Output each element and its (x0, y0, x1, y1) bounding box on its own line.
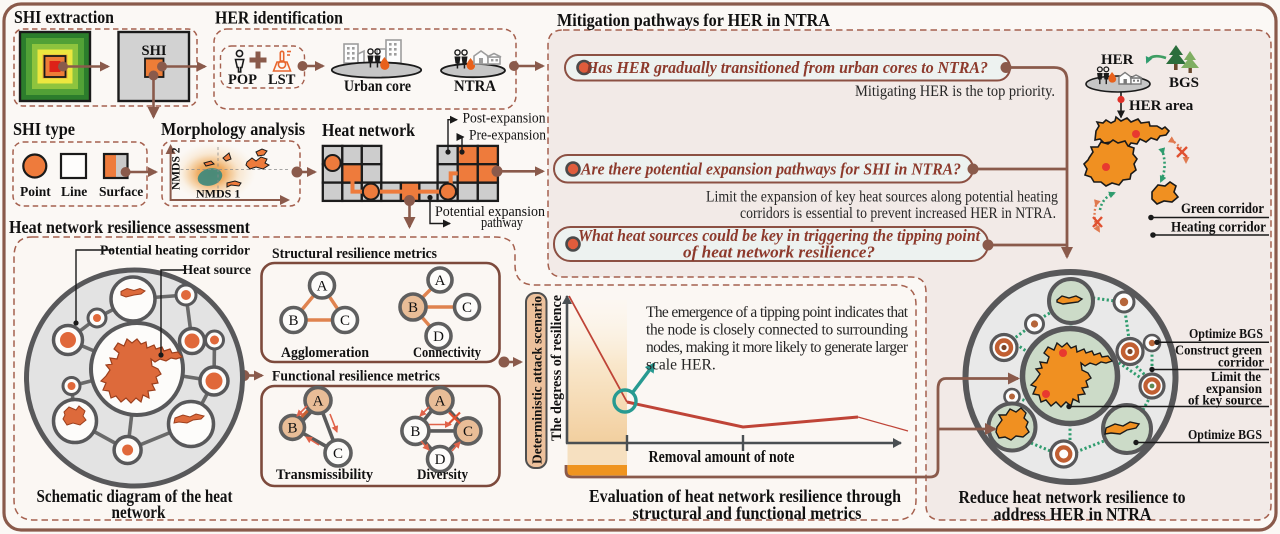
svg-text:NTRA: NTRA (454, 78, 496, 95)
svg-text:NMDS 1: NMDS 1 (196, 187, 240, 201)
svg-text:corridor: corridor (1218, 356, 1264, 371)
svg-text:A: A (313, 393, 324, 409)
svg-text:Functional resilience metrics: Functional resilience metrics (272, 369, 440, 385)
svg-text:What heat sources could be key: What heat sources could be key in trigge… (578, 226, 980, 245)
svg-text:B: B (410, 424, 420, 440)
svg-text:corridors is essential to prev: corridors is essential to prevent increa… (740, 205, 1056, 222)
svg-text:C: C (333, 446, 343, 462)
svg-text:Transmissibility: Transmissibility (276, 467, 374, 483)
svg-text:C: C (340, 313, 350, 329)
svg-text:Potential expansion: Potential expansion (435, 204, 545, 220)
svg-text:of key source: of key source (1188, 394, 1262, 409)
svg-text:SHI extraction: SHI extraction (14, 7, 114, 27)
svg-text:pathway: pathway (481, 215, 523, 231)
svg-text:Limit the: Limit the (1211, 370, 1261, 385)
svg-text:POP: POP (228, 72, 257, 88)
svg-text:Heat network: Heat network (322, 120, 415, 140)
svg-text:C: C (462, 300, 472, 316)
svg-text:HER identification: HER identification (215, 8, 343, 28)
svg-text:B: B (287, 420, 297, 436)
svg-text:B: B (408, 300, 418, 316)
svg-text:C: C (463, 424, 473, 440)
svg-text:of heat network resilience?: of heat network resilience? (683, 243, 875, 262)
svg-text:Diversity: Diversity (417, 467, 469, 483)
svg-text:Mitigation pathways for HER in: Mitigation pathways for HER in NTRA (557, 10, 830, 30)
svg-text:Has HER gradually transitioned: Has HER gradually transitioned from urba… (585, 58, 988, 77)
svg-text:scale HER.: scale HER. (646, 357, 716, 374)
svg-text:The degress of resilience: The degress of resilience (549, 294, 565, 441)
svg-text:SHI type: SHI type (13, 119, 75, 139)
svg-text:Point: Point (20, 184, 51, 199)
svg-text:Morphology analysis: Morphology analysis (161, 119, 305, 139)
svg-text:Deterministic attack scenario: Deterministic attack scenario (531, 296, 546, 464)
svg-text:the node is closely connected: the node is closely connected to surroun… (646, 322, 908, 339)
svg-text:Optimize BGS: Optimize BGS (1189, 327, 1263, 342)
svg-text:Heating corridor: Heating corridor (1171, 220, 1266, 236)
svg-text:LST: LST (268, 72, 296, 88)
svg-text:A: A (317, 279, 328, 295)
svg-text:NMDS 2: NMDS 2 (171, 147, 183, 190)
svg-text:Limit the expansion of key hea: Limit the expansion of key heat sources … (706, 189, 1058, 206)
svg-text:Line: Line (61, 184, 87, 199)
svg-text:Heat source: Heat source (183, 262, 251, 277)
svg-text:SHI: SHI (142, 43, 167, 59)
svg-text:Potential heating corridor: Potential heating corridor (100, 243, 250, 258)
svg-text:HER area: HER area (1129, 98, 1194, 114)
svg-text:Heat network resilience assess: Heat network resilience assessment (9, 217, 250, 237)
svg-text:HER: HER (1101, 52, 1134, 68)
svg-text:Construct green: Construct green (1175, 344, 1262, 359)
svg-text:B: B (288, 313, 298, 329)
svg-text:Reduce heat network resilience: Reduce heat network resilience to (959, 487, 1186, 507)
svg-text:nodes, making it more likely t: nodes, making it more likely to generate… (646, 339, 909, 356)
svg-text:Post-expansion: Post-expansion (463, 111, 546, 127)
svg-text:Agglomeration: Agglomeration (281, 345, 369, 361)
svg-text:Surface: Surface (99, 184, 143, 199)
svg-text:D: D (433, 329, 444, 345)
svg-text:network: network (112, 502, 166, 522)
svg-text:A: A (435, 393, 446, 409)
svg-text:Green corridor: Green corridor (1181, 201, 1264, 217)
svg-text:address HER in NTRA: address HER in NTRA (994, 504, 1152, 524)
svg-text:BGS: BGS (1169, 75, 1199, 91)
svg-text:Schematic diagram of the heat: Schematic diagram of the heat (37, 486, 233, 506)
svg-text:Connectivity: Connectivity (413, 345, 482, 361)
svg-text:Structural resilience metrics: Structural resilience metrics (272, 246, 437, 262)
svg-text:Optimize BGS: Optimize BGS (1188, 428, 1262, 443)
svg-text:Pre-expansion: Pre-expansion (469, 128, 546, 144)
svg-text:Evaluation of heat network res: Evaluation of heat network resilience th… (589, 486, 901, 506)
svg-text:Removal amount of note: Removal amount of note (649, 447, 795, 466)
svg-text:Are there potential expansion: Are there potential expansion pathways f… (580, 160, 961, 179)
svg-text:Mitigating HER is the top prio: Mitigating HER is the top priority. (855, 83, 1055, 100)
svg-text:expansion: expansion (1206, 382, 1262, 397)
svg-text:The emergence of a tipping poi: The emergence of a tipping point indicat… (646, 304, 909, 321)
svg-text:structural and functional metr: structural and functional metrics (633, 503, 862, 523)
svg-text:A: A (435, 273, 446, 289)
svg-text:D: D (435, 452, 446, 468)
svg-text:Urban core: Urban core (344, 78, 411, 95)
